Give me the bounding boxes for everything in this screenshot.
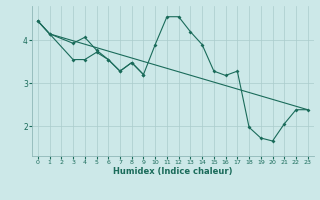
X-axis label: Humidex (Indice chaleur): Humidex (Indice chaleur) [113,167,233,176]
